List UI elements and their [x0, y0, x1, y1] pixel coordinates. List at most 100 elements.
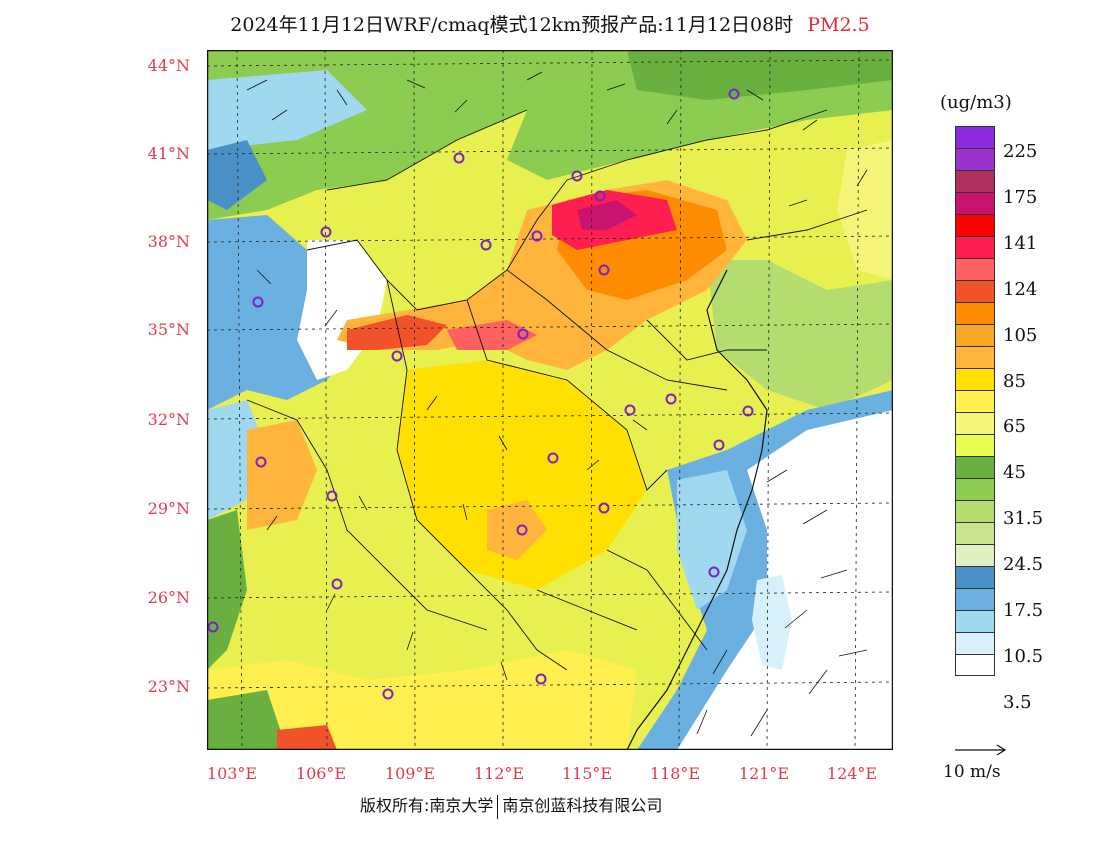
legend-unit: (ug/m3): [940, 92, 1012, 113]
colorbar-cell: [955, 456, 995, 478]
pollution-zone-peak: [577, 200, 637, 230]
legend-label: 124: [1003, 279, 1038, 300]
city-marker: [624, 404, 636, 416]
legend-label: 24.5: [1003, 554, 1044, 575]
copyright-owner: 版权所有:南京大学: [360, 796, 494, 815]
pollution-zone-low: [207, 690, 287, 750]
legend-label: 17.5: [1003, 600, 1044, 621]
city-marker: [207, 621, 219, 633]
pollution-zone-moderate: [837, 140, 893, 280]
city-marker: [255, 456, 267, 468]
map-canvas: [207, 50, 893, 750]
legend-label: 85: [1003, 371, 1026, 392]
city-marker: [331, 578, 343, 590]
lon-label: 124°E: [826, 764, 878, 783]
lon-label: 118°E: [649, 764, 701, 783]
city-marker: [516, 524, 528, 536]
pollution-zone-clean: [677, 470, 747, 610]
city-marker: [382, 688, 394, 700]
lat-label: 44°N: [147, 56, 190, 75]
copyright-company: 南京创蓝科技有限公司: [502, 796, 663, 815]
legend-label: 45: [1003, 462, 1026, 483]
colorbar-cell: [955, 214, 995, 236]
wind-reference-arrow: [955, 744, 1007, 756]
copyright: 版权所有:南京大学 南京创蓝科技有限公司: [360, 792, 662, 819]
lat-label: 23°N: [147, 677, 190, 696]
copyright-divider: [497, 794, 499, 819]
city-marker: [535, 673, 547, 685]
city-marker: [547, 452, 559, 464]
lon-label: 103°E: [206, 764, 258, 783]
map-title: 2024年11月12日WRF/cmaq模式12km预报产品:11月12日08时 P…: [0, 10, 1100, 37]
colorbar-cell: [955, 302, 995, 324]
lat-label: 35°N: [147, 320, 190, 339]
legend-label: 31.5: [1003, 508, 1044, 529]
legend-label: 225: [1003, 141, 1038, 162]
city-marker: [453, 152, 465, 164]
city-marker: [531, 230, 543, 242]
pollution-zone-very-high: [347, 315, 447, 350]
city-markers: [207, 88, 754, 700]
pollution-zone-high: [247, 420, 317, 530]
lat-label: 29°N: [147, 499, 190, 518]
pollution-zone-very-high: [277, 725, 337, 750]
pollution-zone-moderate: [397, 360, 647, 590]
lat-label: 26°N: [147, 588, 190, 607]
city-marker: [326, 490, 338, 502]
city-marker: [598, 264, 610, 276]
wind-vectors: [246, 71, 868, 737]
lon-label: 115°E: [561, 764, 613, 783]
pm25-forecast-map: [207, 50, 893, 750]
colorbar-cell: [955, 632, 995, 654]
city-marker: [252, 296, 264, 308]
city-marker: [728, 88, 740, 100]
legend-label: 3.5: [1003, 692, 1032, 713]
pollution-zone-clean: [207, 140, 267, 210]
province-borders: [246, 109, 868, 671]
colorbar-cell: [955, 434, 995, 456]
colorbar-cell: [955, 500, 995, 522]
pollution-zone-low: [627, 50, 893, 100]
colorbar-cell: [955, 126, 995, 148]
city-marker: [598, 502, 610, 514]
title-main: 2024年11月12日WRF/cmaq模式12km预报产品:11月12日08时: [230, 14, 794, 36]
lon-label: 112°E: [473, 764, 525, 783]
city-marker: [594, 190, 606, 202]
legend-label: 141: [1003, 233, 1038, 254]
wind-reference-label: 10 m/s: [943, 762, 1001, 782]
city-marker: [742, 405, 754, 417]
city-marker: [320, 226, 332, 238]
colorbar-cell: [955, 588, 995, 610]
colorbar-cell: [955, 390, 995, 412]
lat-label: 32°N: [147, 410, 190, 429]
lon-label: 121°E: [738, 764, 790, 783]
city-marker: [708, 566, 720, 578]
colorbar-cell: [955, 280, 995, 302]
colorbar-cell: [955, 324, 995, 346]
title-pollutant: PM2.5: [807, 14, 870, 36]
pollution-zone-low: [707, 260, 893, 410]
colorbar-cell: [955, 522, 995, 544]
lon-label: 106°E: [295, 764, 347, 783]
colorbar-cell: [955, 368, 995, 390]
legend-label: 10.5: [1003, 646, 1044, 667]
legend-label: 175: [1003, 187, 1038, 208]
colorbar-cell: [955, 192, 995, 214]
city-marker: [713, 439, 725, 451]
colorbar-cell: [955, 346, 995, 368]
city-marker: [571, 170, 583, 182]
colorbar-cell: [955, 412, 995, 434]
lat-label: 38°N: [147, 232, 190, 251]
legend-label: 105: [1003, 325, 1038, 346]
city-marker: [665, 393, 677, 405]
legend-label: 65: [1003, 416, 1026, 437]
lat-label: 41°N: [147, 144, 190, 163]
sea-area: [677, 410, 893, 750]
city-marker: [480, 239, 492, 251]
pollution-zone-moderate: [207, 650, 637, 750]
colorbar-cell: [955, 258, 995, 280]
colorbar: [955, 126, 995, 676]
colorbar-cell: [955, 478, 995, 500]
city-marker: [517, 328, 529, 340]
lon-label: 109°E: [384, 764, 436, 783]
